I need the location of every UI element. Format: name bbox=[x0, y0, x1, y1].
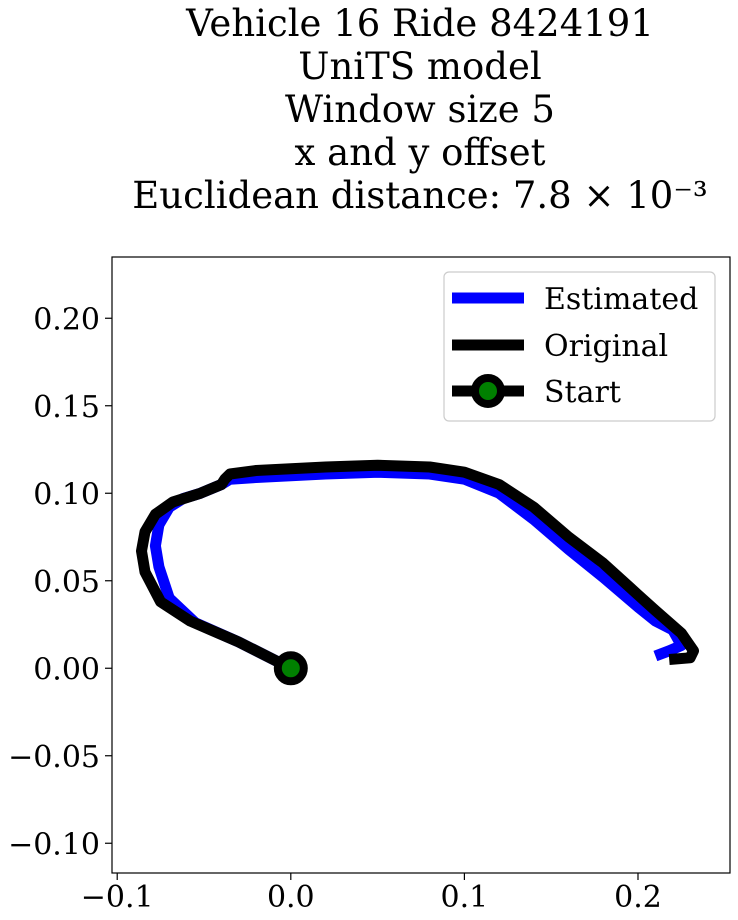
legend-box bbox=[443, 271, 716, 422]
x-tick-label: 0.1 bbox=[441, 880, 489, 915]
title-line-3: Window size 5 bbox=[285, 88, 555, 131]
y-tick-label: 0.05 bbox=[33, 565, 100, 600]
y-tick-label: 0.10 bbox=[33, 477, 100, 512]
legend-swatch-start-marker bbox=[471, 374, 505, 408]
y-tick-label: −0.10 bbox=[8, 827, 100, 862]
legend-label-estimated: Estimated bbox=[544, 282, 698, 317]
title-line-4: x and y offset bbox=[295, 131, 546, 174]
title-line-2: UniTS model bbox=[298, 45, 541, 88]
series-line-estimated bbox=[149, 466, 687, 674]
plot-area bbox=[111, 256, 731, 874]
x-tick-label: 0.0 bbox=[267, 880, 315, 915]
y-tick-label: 0.20 bbox=[33, 302, 100, 337]
chart-title: Vehicle 16 Ride 8424191 UniTS model Wind… bbox=[132, 2, 707, 217]
x-tick-label: 0.2 bbox=[614, 880, 662, 915]
y-tick-label: −0.05 bbox=[8, 740, 100, 775]
legend: Estimated Original Start bbox=[443, 271, 716, 422]
start-marker bbox=[273, 651, 308, 686]
x-tick-label: −0.1 bbox=[81, 880, 154, 915]
legend-label-original: Original bbox=[544, 329, 668, 364]
y-tick-label: 0.00 bbox=[33, 652, 100, 687]
legend-label-start: Start bbox=[544, 375, 621, 410]
series-line-original bbox=[136, 459, 699, 674]
title-line-1: Vehicle 16 Ride 8424191 bbox=[185, 2, 654, 45]
plot-frame bbox=[111, 256, 731, 874]
y-tick-label: 0.15 bbox=[33, 390, 100, 425]
title-line-5: Euclidean distance: 7.8 × 10⁻³ bbox=[132, 174, 707, 217]
